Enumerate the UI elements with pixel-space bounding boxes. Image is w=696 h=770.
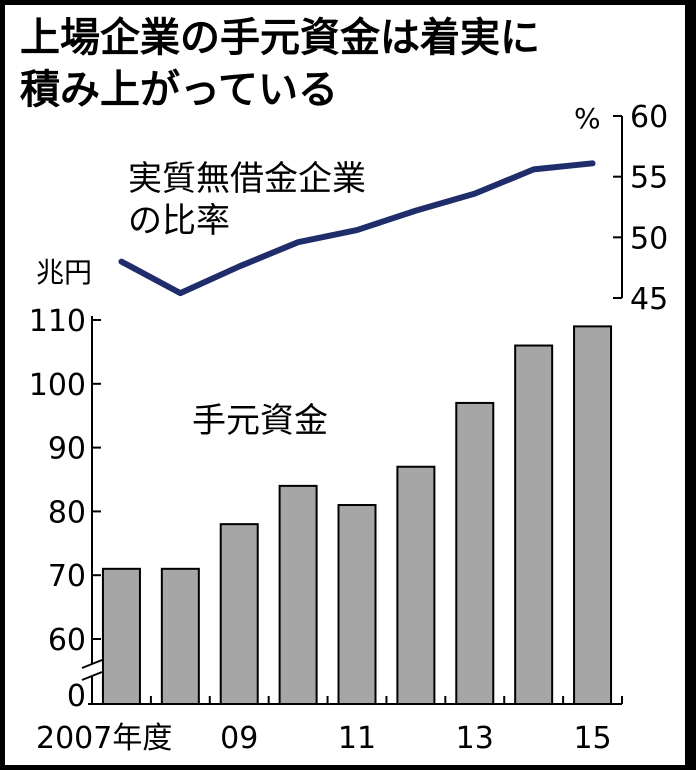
x-tick-label: 11 (338, 721, 376, 756)
chart-title: 上場企業の手元資金は着実に 積み上がっている (20, 12, 680, 116)
axis-break-mark (81, 659, 103, 669)
bar-axis-tick-label: 0 (67, 679, 86, 714)
axis-break-mark (81, 671, 103, 681)
bar-2010 (278, 484, 318, 705)
line-axis-tick-label: 45 (630, 282, 668, 317)
bar-2013 (455, 401, 495, 705)
bar-unit-label: 兆円 (36, 256, 92, 289)
bar-axis-tick-label: 70 (48, 559, 86, 594)
bar-axis-tick-label: 90 (48, 432, 86, 467)
bar-series-label: 手元資金 (192, 401, 328, 441)
x-tick-label: 09 (220, 721, 258, 756)
line-series-label-2: の比率 (128, 201, 230, 241)
bar-2014 (514, 344, 554, 705)
line-axis-tick-label: 55 (630, 161, 668, 196)
line-unit-label: % (574, 102, 601, 135)
bar-2011 (337, 504, 377, 705)
bar-axis-tick-label: 100 (29, 368, 86, 403)
bar-2007 (101, 567, 141, 705)
bar-2009 (219, 523, 259, 705)
x-tick-label: 2007年度 (36, 721, 172, 756)
line-axis-tick-label: 50 (630, 221, 668, 256)
bar-axis-tick-label: 110 (29, 304, 86, 339)
line-axis-tick-label: 60 (630, 100, 668, 135)
line-series-label-1: 実質無借金企業 (128, 159, 366, 199)
bar-2012 (396, 465, 436, 705)
bar-2015 (573, 325, 613, 705)
x-tick-label: 15 (573, 721, 611, 756)
bar-axis-tick-label: 80 (48, 495, 86, 530)
bar-2008 (160, 567, 200, 705)
bar-axis-tick-label: 60 (48, 623, 86, 658)
title-line-1: 上場企業の手元資金は着実に (20, 15, 540, 61)
line-series-path (118, 160, 596, 297)
title-line-2: 積み上がっている (20, 67, 338, 113)
x-tick-label: 13 (456, 721, 494, 756)
